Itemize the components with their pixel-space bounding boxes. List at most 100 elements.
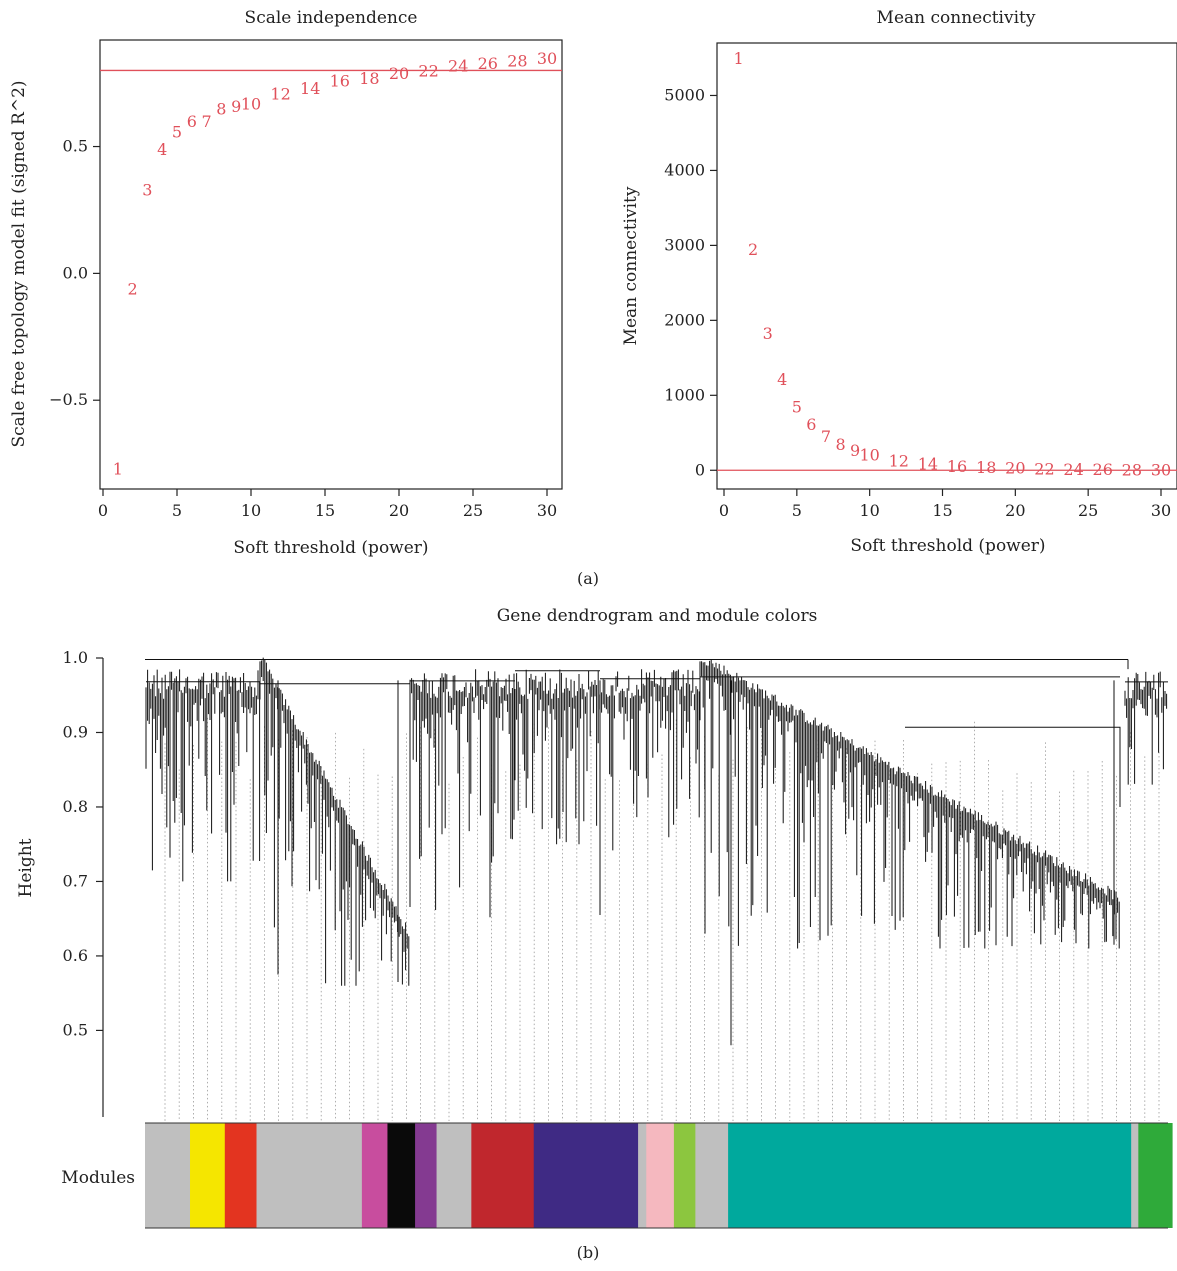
dendrogram-cluster xyxy=(514,669,601,845)
module-color-segment xyxy=(1131,1123,1139,1228)
mean-connectivity-y-tick-label: 4000 xyxy=(664,160,705,179)
dendrogram-y-label: Height xyxy=(16,838,36,897)
scale-independence-point-label: 9 xyxy=(231,97,241,116)
module-color-segment xyxy=(1138,1123,1173,1228)
mean-connectivity-point-label: 1 xyxy=(733,49,743,68)
mean-connectivity-point-label: 10 xyxy=(859,446,879,465)
scale-independence-point-label: 5 xyxy=(172,122,182,141)
scale-independence-y-label: Scale free topology model fit (signed R^… xyxy=(9,80,29,447)
mean-connectivity-point-label: 6 xyxy=(806,415,816,434)
scale-independence-x-tick-label: 20 xyxy=(389,501,409,520)
module-color-segment xyxy=(256,1123,363,1228)
module-color-segment xyxy=(436,1123,472,1228)
scale-independence-point-label: 6 xyxy=(187,112,197,131)
scale-independence-x-label: Soft threshold (power) xyxy=(233,538,428,558)
dendrogram-cluster xyxy=(699,659,1120,949)
scale-independence-panel: Scale independence Soft threshold (power… xyxy=(9,8,563,558)
mean-connectivity-title: Mean connectivity xyxy=(877,8,1036,28)
scale-independence-point-label: 30 xyxy=(537,49,557,68)
dendrogram-panel: Gene dendrogram and module colors Height… xyxy=(16,606,1173,1229)
module-color-segment xyxy=(533,1123,639,1228)
module-color-segment xyxy=(190,1123,226,1228)
scale-independence-x-tick-label: 30 xyxy=(537,501,557,520)
dendrogram-cluster xyxy=(145,669,261,882)
mean-connectivity-y-axis: 0 1000 2000 3000 4000 5000 xyxy=(664,85,717,479)
scale-independence-plot-frame xyxy=(99,39,563,490)
scale-independence-point-label: 1 xyxy=(113,460,123,479)
module-color-segment xyxy=(361,1123,388,1228)
dendrogram-title: Gene dendrogram and module colors xyxy=(497,606,818,626)
mean-connectivity-point-label: 16 xyxy=(947,457,967,476)
mean-connectivity-point-label: 2 xyxy=(748,240,758,259)
mean-connectivity-point-label: 24 xyxy=(1063,460,1083,479)
scale-independence-y-axis: −0.5 0.0 0.5 xyxy=(49,137,100,409)
dendrogram-root-branch xyxy=(145,658,1129,670)
scale-independence-point-label: 3 xyxy=(142,181,152,200)
scale-independence-point-label: 28 xyxy=(507,51,527,70)
scale-independence-x-tick-label: 15 xyxy=(315,501,335,520)
scale-independence-x-tick-label: 25 xyxy=(463,501,483,520)
mean-connectivity-x-label: Soft threshold (power) xyxy=(850,536,1045,556)
mean-connectivity-point-label: 20 xyxy=(1005,459,1025,478)
mean-connectivity-point-label: 22 xyxy=(1034,459,1054,478)
module-color-segment xyxy=(387,1123,416,1228)
mean-connectivity-x-tick-label: 5 xyxy=(792,501,802,520)
caption-b: (b) xyxy=(577,1243,600,1262)
mean-connectivity-x-axis: 0 5 10 15 20 25 30 xyxy=(719,489,1171,520)
module-color-segment xyxy=(638,1123,647,1228)
scale-independence-point-label: 8 xyxy=(216,99,226,118)
dendrogram-cluster xyxy=(259,657,410,986)
scale-independence-point-label: 12 xyxy=(270,84,290,103)
mean-connectivity-x-tick-label: 20 xyxy=(1005,501,1025,520)
mean-connectivity-point-label: 26 xyxy=(1093,460,1113,479)
scale-independence-title: Scale independence xyxy=(245,8,418,28)
scale-independence-y-tick-label: 0.0 xyxy=(63,263,88,282)
module-color-segment xyxy=(646,1123,675,1228)
scale-independence-point-label: 10 xyxy=(241,94,261,113)
mean-connectivity-point-label: 14 xyxy=(918,455,938,474)
dendrogram-y-axis: 0.5 0.6 0.7 0.8 0.9 1.0 xyxy=(63,648,104,1117)
mean-connectivity-point-label: 5 xyxy=(792,398,802,417)
scale-independence-point-label: 18 xyxy=(359,69,379,88)
scale-independence-point-label: 22 xyxy=(418,61,438,80)
mean-connectivity-point-label: 28 xyxy=(1122,461,1142,480)
mean-connectivity-point-label: 30 xyxy=(1151,461,1171,480)
scale-independence-y-tick-label: 0.5 xyxy=(63,137,88,156)
scale-independence-point-label: 24 xyxy=(448,56,468,75)
mean-connectivity-point-label: 7 xyxy=(821,427,831,446)
scale-independence-point-label: 16 xyxy=(330,72,350,91)
module-color-segment xyxy=(415,1123,438,1228)
mean-connectivity-x-tick-label: 30 xyxy=(1151,501,1171,520)
module-color-segment xyxy=(695,1123,729,1228)
scale-independence-point-label: 7 xyxy=(202,112,212,131)
module-color-segment xyxy=(471,1123,535,1228)
scale-independence-point-label: 2 xyxy=(128,280,138,299)
dendrogram-y-tick-label: 0.9 xyxy=(63,722,88,741)
dendrogram-cluster xyxy=(1124,671,1168,785)
dendrogram-y-tick-label: 1.0 xyxy=(63,648,88,667)
module-color-segment xyxy=(224,1123,258,1228)
mean-connectivity-point-label: 3 xyxy=(763,324,773,343)
mean-connectivity-panel: Mean connectivity Soft threshold (power)… xyxy=(621,8,1177,556)
scale-independence-point-label: 4 xyxy=(157,140,167,159)
dendrogram-y-tick-label: 0.8 xyxy=(63,797,88,816)
module-color-segment xyxy=(728,1123,1132,1228)
mean-connectivity-y-label: Mean connectivity xyxy=(621,186,641,345)
mean-connectivity-y-tick-label: 3000 xyxy=(664,235,705,254)
dendrogram-y-tick-label: 0.5 xyxy=(63,1020,88,1039)
mean-connectivity-y-tick-label: 1000 xyxy=(664,385,705,404)
module-color-segment xyxy=(145,1123,191,1228)
mean-connectivity-y-tick-label: 5000 xyxy=(664,85,705,104)
scale-independence-x-tick-label: 5 xyxy=(172,501,182,520)
scale-independence-x-axis: 0 5 10 15 20 25 30 xyxy=(98,489,557,520)
scale-independence-x-tick-label: 10 xyxy=(241,501,261,520)
dendrogram-cluster xyxy=(599,669,700,851)
mean-connectivity-plot-frame xyxy=(716,42,1177,490)
mean-connectivity-point-label: 12 xyxy=(889,452,909,471)
mean-connectivity-point-label: 18 xyxy=(976,458,996,477)
mean-connectivity-x-tick-label: 25 xyxy=(1078,501,1098,520)
mean-connectivity-point-label: 9 xyxy=(850,441,860,460)
scale-independence-point-label: 14 xyxy=(300,79,320,98)
